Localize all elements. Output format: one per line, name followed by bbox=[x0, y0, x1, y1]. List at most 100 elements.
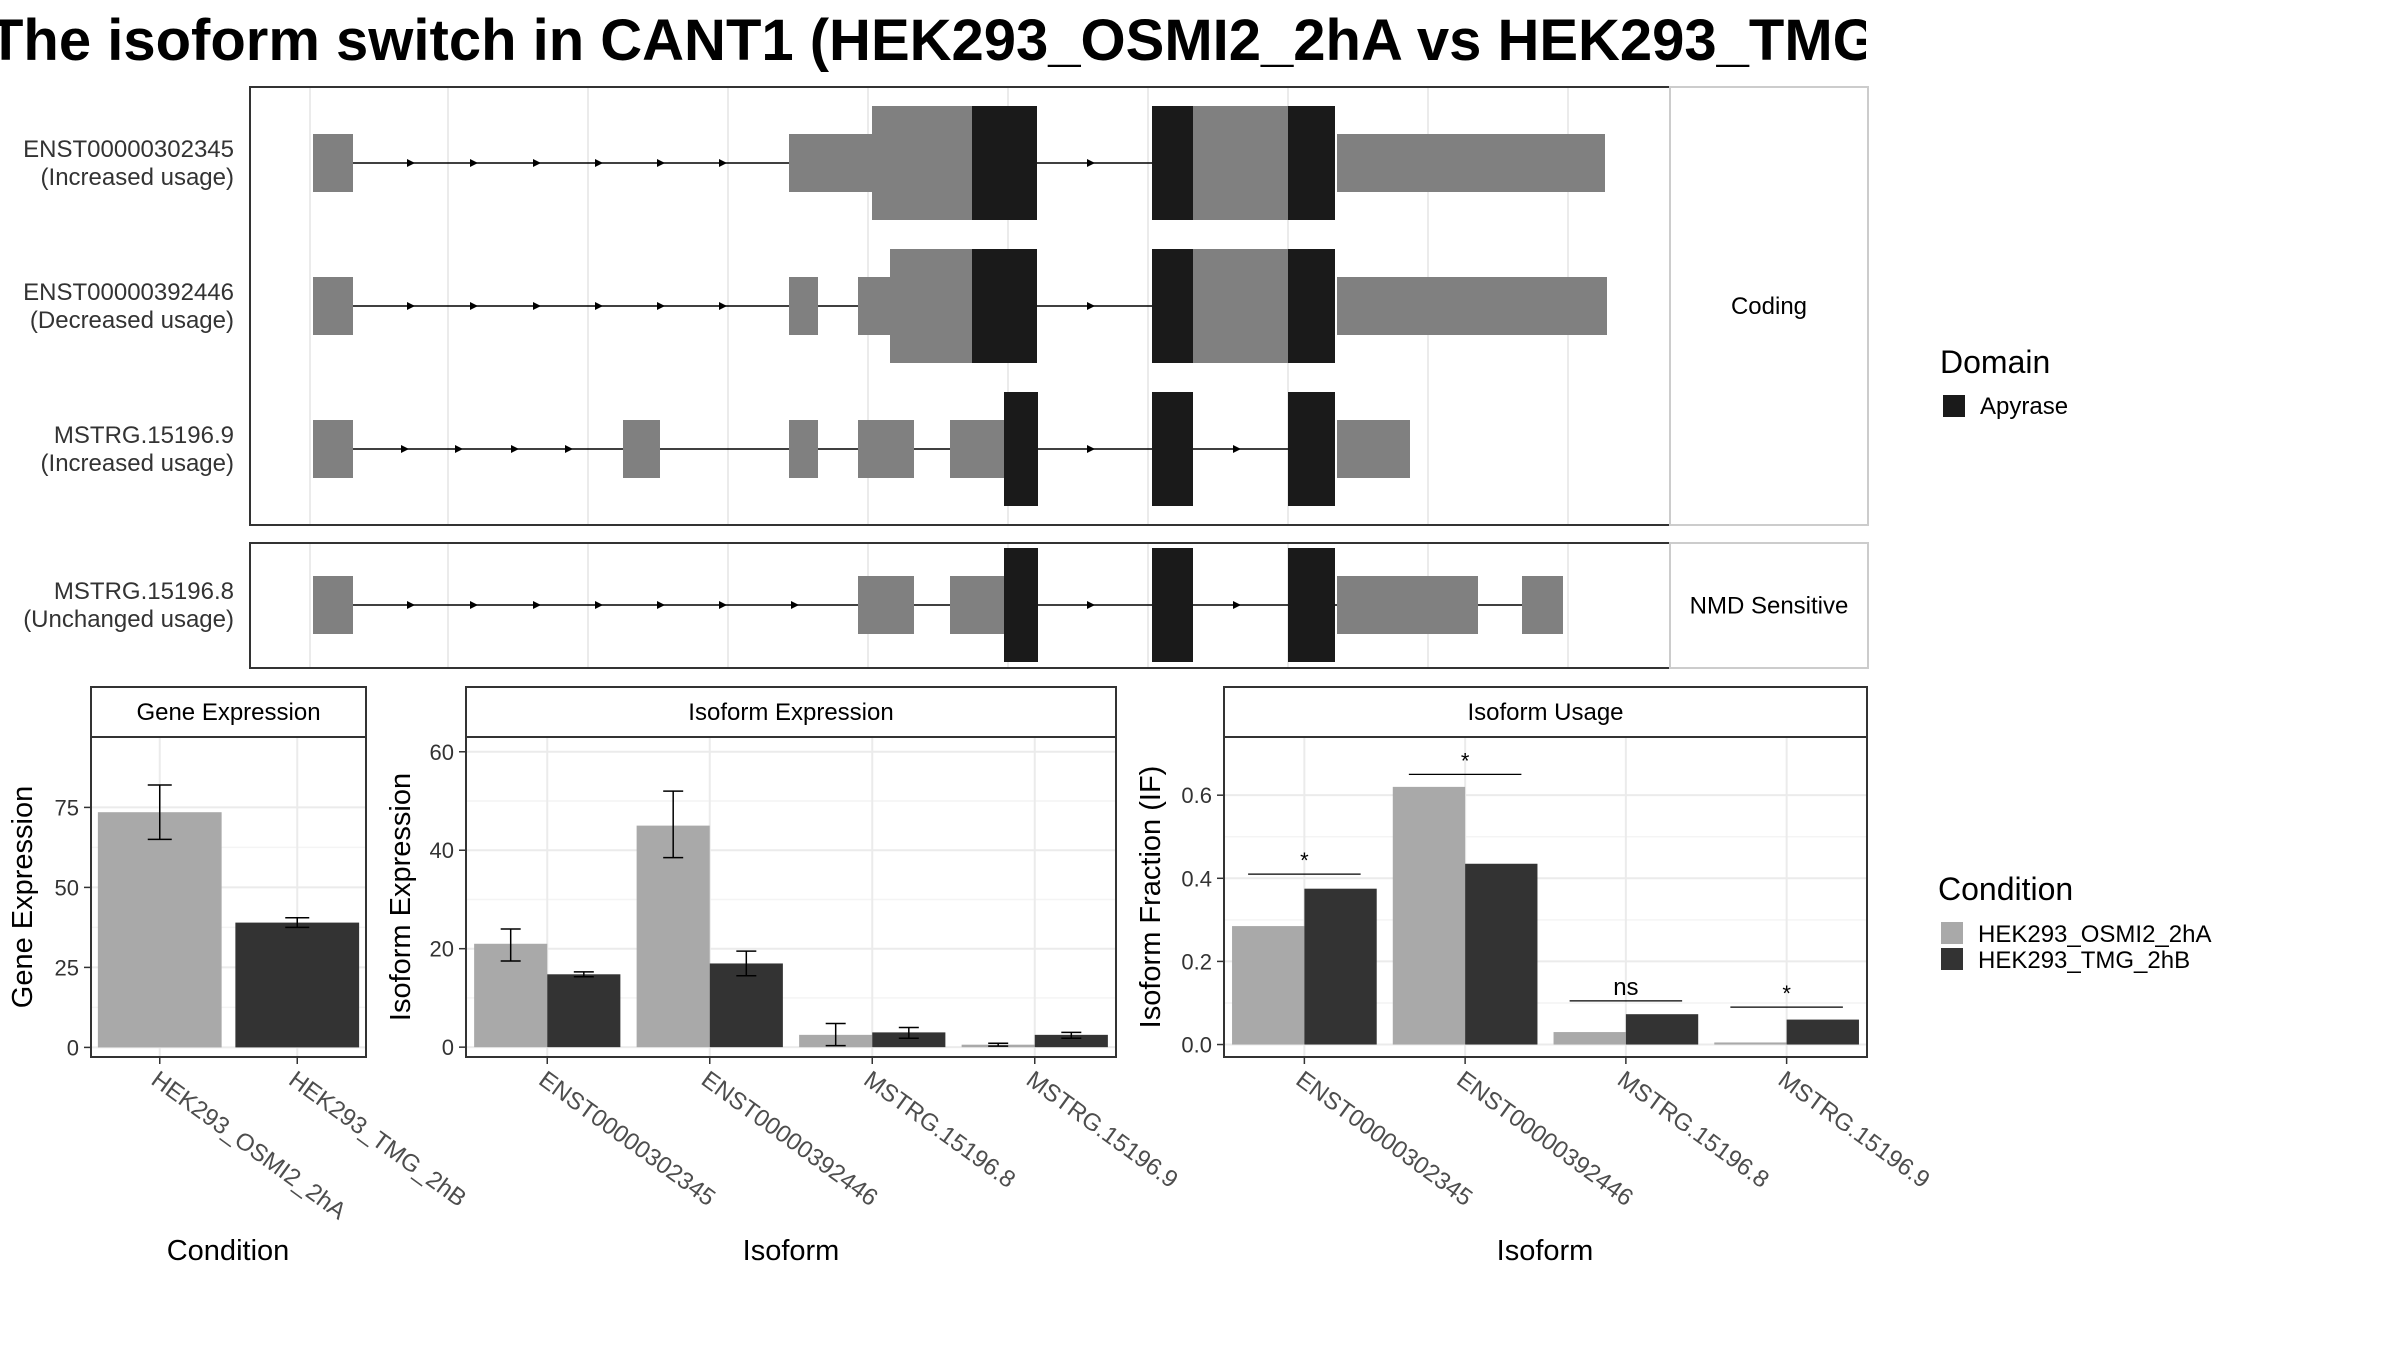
bar-condition-a bbox=[1392, 786, 1466, 1045]
transcript-id-label: ENST00000392446 bbox=[23, 279, 234, 306]
significance-label: * bbox=[1461, 748, 1470, 773]
domain-block-apyrase bbox=[1152, 249, 1193, 363]
significance-label: * bbox=[1300, 848, 1309, 873]
transcript-id-label: MSTRG.15196.8 bbox=[54, 578, 234, 605]
bar-condition-a bbox=[1714, 1042, 1787, 1045]
chart-panel-border bbox=[1223, 736, 1868, 1058]
y-tick-label: 40 bbox=[430, 838, 454, 863]
legend-condition-label-a: HEK293_OSMI2_2hA bbox=[1978, 921, 2211, 948]
domain-block-apyrase bbox=[1288, 106, 1335, 220]
intron-arrow-icon bbox=[657, 159, 665, 167]
intron-arrow-icon bbox=[1087, 445, 1095, 453]
y-axis-title: Isoform Fraction (IF) bbox=[1135, 766, 1167, 1029]
intron-arrow-icon bbox=[1087, 159, 1095, 167]
domain-block-apyrase bbox=[1004, 392, 1038, 506]
transcript-usage-label: (Unchanged usage) bbox=[23, 606, 234, 633]
intron-arrow-icon bbox=[1087, 302, 1095, 310]
intron-arrow-icon bbox=[719, 601, 727, 609]
exon-block bbox=[313, 576, 353, 634]
intron-arrow-icon bbox=[407, 302, 415, 310]
intron-arrow-icon bbox=[455, 445, 463, 453]
facet-strip-label: NMD Sensitive bbox=[1690, 593, 1849, 620]
legend-condition-swatch-b bbox=[1941, 948, 1963, 970]
intron-arrow-icon bbox=[595, 159, 603, 167]
transcript-id-label: ENST00000302345 bbox=[23, 136, 234, 163]
intron-arrow-icon bbox=[565, 445, 573, 453]
y-tick-label: 25 bbox=[55, 955, 79, 980]
exon-block bbox=[1337, 576, 1478, 634]
exon-block bbox=[872, 106, 972, 220]
domain-block-apyrase bbox=[1152, 392, 1193, 506]
chart-strip bbox=[90, 686, 367, 738]
x-axis-title: Isoform bbox=[743, 1235, 840, 1267]
intron-arrow-icon bbox=[657, 601, 665, 609]
bar-condition-a bbox=[97, 812, 222, 1048]
intron-arrow-icon bbox=[407, 159, 415, 167]
intron-arrow-icon bbox=[657, 302, 665, 310]
intron-arrow-icon bbox=[791, 601, 799, 609]
exon-block bbox=[950, 420, 1004, 478]
bar-condition-b bbox=[1465, 863, 1538, 1045]
legend-condition-swatch-a bbox=[1941, 922, 1963, 944]
exon-block bbox=[789, 420, 818, 478]
intron-arrow-icon bbox=[470, 302, 478, 310]
legend-domain-swatch bbox=[1943, 395, 1965, 417]
intron-arrow-icon bbox=[470, 159, 478, 167]
intron-arrow-icon bbox=[719, 302, 727, 310]
intron-arrow-icon bbox=[533, 302, 541, 310]
domain-block-apyrase bbox=[1004, 548, 1038, 662]
intron-arrow-icon bbox=[407, 601, 415, 609]
intron-arrow-icon bbox=[470, 601, 478, 609]
chart-strip bbox=[465, 686, 1117, 738]
y-tick-label: 0.4 bbox=[1181, 866, 1212, 891]
y-tick-label: 0.6 bbox=[1181, 783, 1212, 808]
y-tick-label: 50 bbox=[55, 875, 79, 900]
domain-block-apyrase bbox=[972, 106, 1037, 220]
domain-block-apyrase bbox=[972, 249, 1037, 363]
exon-block bbox=[858, 420, 914, 478]
intron-arrow-icon bbox=[595, 302, 603, 310]
y-tick-label: 0 bbox=[67, 1035, 79, 1060]
facet-strip-label: Coding bbox=[1731, 293, 1807, 320]
x-tick-label: ENST00000392446 bbox=[1452, 1066, 1638, 1212]
chart-strip-title: Isoform Expression bbox=[688, 699, 893, 726]
y-tick-label: 75 bbox=[55, 795, 79, 820]
significance-label: * bbox=[1782, 981, 1791, 1006]
intron-arrow-icon bbox=[1087, 601, 1095, 609]
x-tick-label: ENST00000392446 bbox=[696, 1066, 882, 1212]
transcript-usage-label: (Increased usage) bbox=[41, 450, 234, 477]
exon-block bbox=[950, 576, 1004, 634]
exon-block bbox=[1337, 277, 1607, 335]
domain-block-apyrase bbox=[1288, 392, 1335, 506]
x-tick-label: MSTRG.15196.8 bbox=[1612, 1066, 1774, 1194]
intron-arrow-icon bbox=[533, 601, 541, 609]
legend-domain-label: Apyrase bbox=[1980, 393, 2068, 420]
x-tick-label: MSTRG.15196.9 bbox=[1773, 1066, 1935, 1194]
chart-strip bbox=[1223, 686, 1868, 738]
legend-domain-title: Domain bbox=[1940, 344, 2050, 380]
bar-condition-b bbox=[547, 974, 621, 1048]
domain-block-apyrase bbox=[1288, 249, 1335, 363]
bar-condition-b bbox=[1786, 1019, 1859, 1045]
bar-condition-a bbox=[636, 825, 710, 1048]
x-axis-title: Condition bbox=[167, 1235, 290, 1267]
transcript-id-label: MSTRG.15196.9 bbox=[54, 422, 234, 449]
y-tick-label: 0.0 bbox=[1181, 1033, 1212, 1058]
y-axis-title: Gene Expression bbox=[7, 786, 39, 1008]
bar-condition-a bbox=[1553, 1032, 1626, 1045]
intron-arrow-icon bbox=[1233, 601, 1241, 609]
exon-block bbox=[1522, 576, 1563, 634]
y-axis-title: Isoform Expression bbox=[385, 773, 417, 1021]
bar-condition-b bbox=[872, 1032, 946, 1048]
chart-strip-title: Isoform Usage bbox=[1467, 699, 1623, 726]
intron-arrow-icon bbox=[1233, 445, 1241, 453]
significance-label: ns bbox=[1613, 974, 1638, 1001]
bar-condition-b bbox=[709, 963, 783, 1048]
chart-panel-border bbox=[465, 736, 1117, 1058]
domain-block-apyrase bbox=[1152, 548, 1193, 662]
exon-block bbox=[313, 277, 353, 335]
intron-arrow-icon bbox=[401, 445, 409, 453]
figure-title: The isoform switch in CANT1 (HEK293_OSMI… bbox=[0, 8, 1866, 73]
y-tick-label: 60 bbox=[430, 740, 454, 765]
